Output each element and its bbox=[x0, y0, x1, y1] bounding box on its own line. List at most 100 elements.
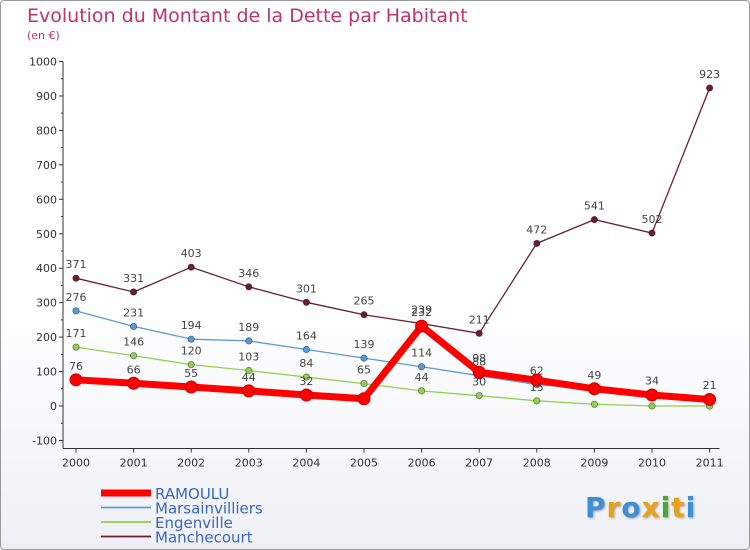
data-point bbox=[130, 288, 138, 296]
data-label: 189 bbox=[238, 321, 259, 334]
logo-letter: P bbox=[585, 491, 607, 524]
data-label: 44 bbox=[242, 371, 256, 384]
data-point bbox=[475, 392, 483, 400]
x-tick-label: 2003 bbox=[235, 456, 263, 469]
data-label: 84 bbox=[299, 357, 313, 370]
x-tick-label: 2010 bbox=[638, 456, 666, 469]
data-point bbox=[360, 354, 368, 362]
data-point bbox=[245, 337, 253, 345]
x-tick-label: 2008 bbox=[523, 456, 551, 469]
data-point bbox=[590, 216, 599, 224]
data-point bbox=[72, 307, 80, 315]
data-point bbox=[127, 376, 141, 390]
data-label: 49 bbox=[587, 369, 601, 382]
logo-letter: t bbox=[671, 491, 686, 524]
data-label: 231 bbox=[123, 306, 144, 319]
x-tick-label: 2001 bbox=[120, 456, 148, 469]
data-point bbox=[417, 387, 426, 395]
data-point bbox=[302, 345, 310, 354]
chart-subtitle: (en €) bbox=[27, 29, 60, 42]
x-tick-label: 2002 bbox=[177, 456, 205, 469]
y-tick-label: 0 bbox=[50, 400, 57, 413]
series-line bbox=[72, 322, 714, 403]
data-label: 194 bbox=[181, 319, 202, 332]
data-point bbox=[475, 329, 483, 337]
data-point bbox=[415, 319, 429, 333]
logo-letter: i bbox=[660, 491, 672, 524]
data-point bbox=[705, 84, 714, 92]
data-point bbox=[187, 361, 195, 369]
data-point bbox=[184, 380, 198, 394]
data-label: 34 bbox=[645, 374, 659, 387]
y-tick-label: 1000 bbox=[29, 56, 57, 69]
data-point bbox=[533, 239, 541, 247]
data-label: 66 bbox=[127, 363, 141, 376]
legend-label: Manchecourt bbox=[155, 529, 253, 547]
data-label: 171 bbox=[66, 327, 87, 340]
data-point bbox=[245, 283, 253, 291]
logo-letter: r bbox=[606, 491, 622, 524]
data-label: 88 bbox=[472, 356, 486, 369]
data-point bbox=[242, 384, 256, 398]
x-tick-label: 2005 bbox=[350, 456, 378, 469]
data-label: 21 bbox=[703, 379, 717, 392]
data-label: 55 bbox=[184, 367, 198, 380]
y-tick-label: 500 bbox=[36, 228, 57, 241]
data-label: 232 bbox=[411, 306, 432, 319]
data-label: 276 bbox=[66, 291, 87, 304]
data-point bbox=[299, 388, 313, 402]
data-point bbox=[69, 373, 83, 387]
data-label: 472 bbox=[526, 223, 547, 236]
data-label: 164 bbox=[296, 330, 317, 343]
data-point bbox=[72, 343, 80, 351]
data-point bbox=[648, 229, 656, 237]
data-point bbox=[187, 263, 195, 271]
data-point bbox=[245, 366, 253, 375]
data-point bbox=[533, 397, 541, 405]
data-label: 103 bbox=[238, 351, 259, 364]
data-point bbox=[187, 335, 195, 343]
data-label: 15 bbox=[530, 381, 544, 394]
legend-label: Marsainvilliers bbox=[155, 500, 263, 518]
data-label: 265 bbox=[354, 295, 375, 308]
data-point bbox=[360, 311, 368, 319]
data-label: 146 bbox=[123, 336, 144, 349]
series-line bbox=[75, 87, 711, 334]
x-tick-label: 2011 bbox=[696, 456, 724, 469]
chart-title: Evolution du Montant de la Dette par Hab… bbox=[27, 5, 468, 27]
logo-letter: o bbox=[621, 491, 642, 524]
logo-letter: i bbox=[685, 491, 697, 524]
data-point bbox=[130, 352, 138, 360]
data-label: 120 bbox=[181, 345, 202, 358]
data-point bbox=[590, 400, 599, 408]
y-tick-label: 300 bbox=[36, 297, 57, 310]
x-tick-label: 2006 bbox=[408, 456, 436, 469]
data-point bbox=[130, 322, 138, 331]
data-point bbox=[587, 382, 601, 396]
y-tick-label: 200 bbox=[36, 331, 57, 344]
data-label: 239 bbox=[411, 304, 432, 317]
y-tick-label: 100 bbox=[36, 366, 57, 379]
data-label: 44 bbox=[415, 371, 429, 384]
data-point bbox=[360, 380, 368, 388]
data-label: 346 bbox=[238, 267, 259, 280]
x-tick-label: 2007 bbox=[465, 456, 493, 469]
y-tick-label: 800 bbox=[36, 124, 57, 137]
x-tick-label: 2000 bbox=[62, 456, 90, 469]
y-tick-label: 900 bbox=[36, 90, 57, 103]
data-label: 76 bbox=[69, 360, 83, 373]
data-point bbox=[648, 402, 656, 410]
data-point bbox=[357, 392, 371, 406]
y-tick-label: 700 bbox=[36, 159, 57, 172]
data-label: 98 bbox=[472, 352, 486, 365]
y-tick-label: 400 bbox=[36, 262, 57, 275]
data-label: 331 bbox=[123, 272, 144, 285]
data-label: 32 bbox=[299, 375, 313, 388]
proxiti-logo: Proxiti bbox=[585, 491, 696, 524]
data-label: 502 bbox=[642, 213, 663, 226]
data-label: 62 bbox=[530, 365, 544, 378]
data-point bbox=[530, 373, 544, 387]
series-line bbox=[75, 346, 711, 407]
y-tick-label: 600 bbox=[36, 193, 57, 206]
